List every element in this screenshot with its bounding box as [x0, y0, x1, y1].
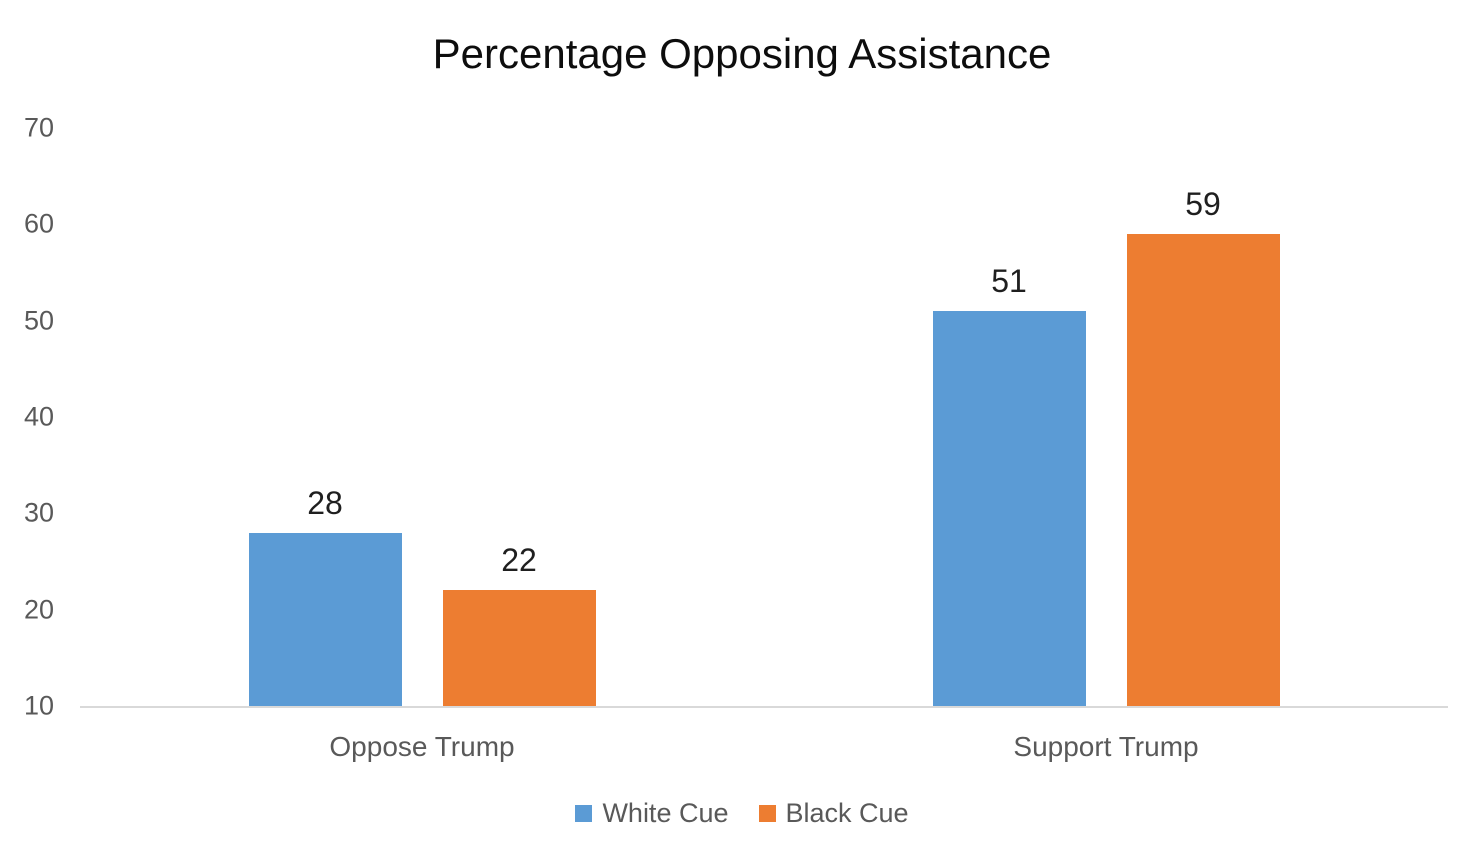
chart-title: Percentage Opposing Assistance — [432, 30, 1052, 77]
bar-white-cue: 28 — [248, 487, 402, 706]
y-tick-label: 30 — [23, 497, 54, 528]
y-tick-label: 50 — [23, 305, 54, 336]
bar-black-cue: 59 — [1126, 188, 1280, 706]
y-tick-label: 40 — [23, 401, 54, 432]
category-label: Oppose Trump — [329, 731, 515, 762]
bar-black-cue: 22 — [442, 544, 596, 706]
bar-group: 51 59 — [764, 188, 1448, 706]
data-label: 22 — [501, 542, 537, 579]
legend-swatch-icon — [575, 805, 593, 822]
y-tick-label: 60 — [23, 208, 54, 239]
x-axis-labels: Oppose Trump Support Trump — [80, 708, 1448, 761]
data-label: 59 — [1185, 185, 1221, 222]
y-tick-label: 20 — [23, 594, 54, 625]
y-tick-label: 70 — [23, 112, 54, 143]
bar-groups: 28 22 51 59 — [80, 128, 1448, 706]
data-label: 28 — [307, 484, 343, 521]
y-tick-label: 10 — [23, 690, 54, 721]
legend-label: White Cue — [602, 798, 729, 828]
bar-group: 28 22 — [80, 487, 764, 706]
y-axis: 10 20 30 40 50 60 70 — [0, 114, 58, 719]
plot-area: 28 22 51 59 — [80, 128, 1448, 708]
legend-item: Black Cue — [758, 798, 909, 828]
bar-white-cue: 51 — [932, 265, 1086, 706]
legend-item: White Cue — [575, 798, 729, 828]
data-label: 51 — [991, 263, 1027, 300]
legend-swatch-icon — [758, 805, 776, 822]
legend-label: Black Cue — [785, 798, 909, 828]
category-label: Support Trump — [1013, 731, 1199, 762]
legend: White Cue Black Cue — [0, 800, 1484, 827]
